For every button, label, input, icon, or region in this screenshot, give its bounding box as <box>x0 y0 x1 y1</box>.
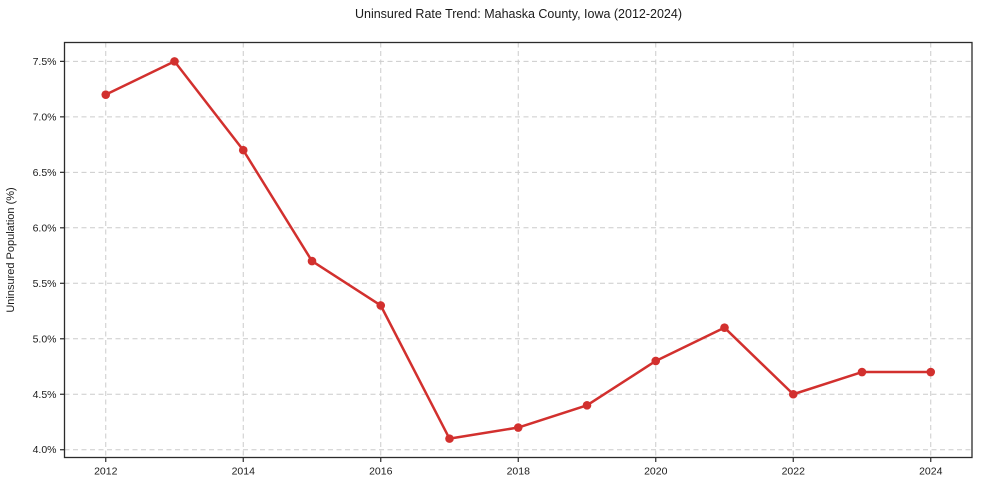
data-point <box>307 256 317 266</box>
x-tick-label: 2020 <box>644 466 668 478</box>
grid-layer <box>64 42 972 458</box>
data-point <box>926 367 936 377</box>
data-point <box>238 145 248 155</box>
x-tick-label: 2012 <box>94 466 118 478</box>
series-layer <box>101 57 936 443</box>
data-point <box>445 434 454 443</box>
data-point <box>788 389 798 399</box>
data-point <box>101 90 111 99</box>
x-tick-label: 2024 <box>919 466 943 478</box>
y-tick-label: 6.5% <box>33 167 57 179</box>
data-point <box>720 323 729 332</box>
data-point <box>651 356 661 366</box>
data-point <box>582 401 592 410</box>
y-tick-label: 6.0% <box>33 222 57 234</box>
y-tick-label: 7.0% <box>33 111 57 123</box>
y-tick-label: 5.0% <box>33 333 57 345</box>
data-point <box>513 423 523 432</box>
y-axis-label: Uninsured Population (%) <box>5 187 17 312</box>
x-tick-label: 2016 <box>369 466 393 478</box>
data-point <box>170 57 179 66</box>
data-point <box>376 301 386 310</box>
y-tick-label: 7.5% <box>33 56 57 68</box>
x-tick-label: 2022 <box>782 466 806 478</box>
x-tick-label: 2014 <box>232 466 256 478</box>
y-tick-label: 4.5% <box>33 389 57 401</box>
axes-layer: 2012 2014 2016 2018 2020 2022 2024 4.0% 4.5% 5.0%… <box>33 41 973 478</box>
y-tick-label: 4.0% <box>33 444 57 456</box>
y-tick-label: 5.5% <box>33 278 57 290</box>
data-point <box>857 367 867 377</box>
chart-title: Uninsured Rate Trend: Mahaska County, Io… <box>354 7 683 21</box>
x-tick-label: 2018 <box>507 466 531 478</box>
